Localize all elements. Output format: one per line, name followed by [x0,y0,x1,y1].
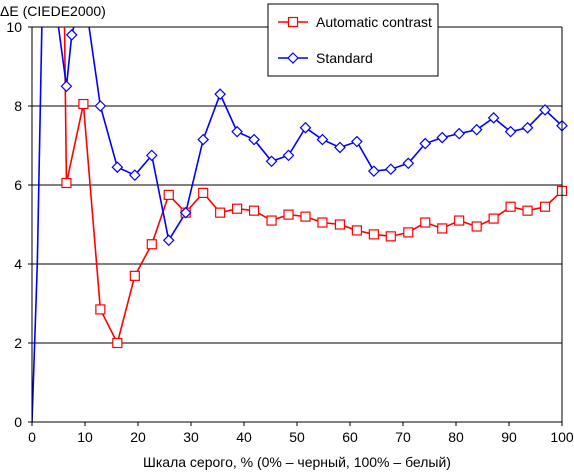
series-2-point-22 [351,135,363,148]
y-tick-label-0: 0 [14,414,22,430]
series-2-point-30 [487,112,500,124]
x-tick-label-70: 70 [395,429,411,445]
legend: Automatic contrast Standard [267,3,439,77]
x-tick-label-10: 10 [77,429,93,445]
series-2-point-24 [384,163,397,176]
axes [28,26,563,426]
x-tick-label-100: 100 [550,429,574,445]
series-1-point-25 [471,221,482,232]
series-1-point-24 [454,215,465,226]
x-axis-title: Шкала серого, % (0% – черный, 100% – бел… [143,454,451,470]
x-tick-label-20: 20 [130,429,146,445]
series-2-point-16 [248,133,260,146]
x-tick-label-50: 50 [289,429,305,445]
series-1-point-20 [385,231,396,242]
series-1-point-11 [232,203,243,214]
series-1-point-2 [78,98,89,110]
series-1-point-1 [61,177,72,189]
series-1-point-12 [248,205,260,216]
x-tick-label-30: 30 [183,429,199,445]
series-2-point-29 [470,123,483,136]
series-2-point-8 [111,161,124,174]
series-1-point-23 [437,223,448,234]
series-2-point-15 [231,125,243,138]
series-1-point-27 [505,201,516,212]
y-tick-label-6: 6 [14,177,22,193]
series-2-point-17 [265,155,278,168]
series-2-point-26 [419,137,432,150]
x-tick-label-60: 60 [342,429,358,445]
series-2-point-14 [214,88,226,100]
series-2-point-31 [504,125,517,138]
x-tick-label-80: 80 [448,429,464,445]
series-2-point-23 [368,165,380,178]
series-1-point-16 [317,217,328,228]
series-1-point-28 [522,205,533,216]
series-1-point-18 [351,225,362,236]
series-2-point-21 [334,141,346,154]
y-tick-label-2: 2 [14,335,22,351]
series-2-point-10 [145,149,158,162]
series-2-point-33 [539,104,551,116]
series-1-point-17 [334,219,346,230]
series-2-point-28 [453,127,466,140]
series-1-point-15 [300,211,311,222]
series-1-point-13 [266,215,277,226]
legend-marker-1 [287,16,299,28]
series-1-point-10 [215,207,226,218]
series-2-point-19 [299,121,312,134]
series-1-point-6 [146,239,157,250]
series-2-point-25 [402,157,415,170]
series-2-point-12 [179,206,192,219]
x-tick-label-40: 40 [236,429,252,445]
series-2-point-11 [162,234,175,247]
series-2-point-9 [128,169,141,181]
series-1-point-19 [368,229,379,240]
series-2-point-20 [316,133,329,146]
series-1-point-3 [95,304,106,315]
y-axis-title: ΔE (CIEDE2000) [0,3,106,19]
series-1-point-21 [403,227,414,238]
y-tick-label-10: 10 [6,19,22,35]
series-1-point-7 [163,189,174,200]
x-tick-label-0: 0 [28,429,36,445]
series-1-point-9 [198,187,209,198]
series-1-point-5 [129,270,140,281]
series-1-point-26 [488,213,499,224]
y-tick-label-8: 8 [14,98,22,114]
series-2-point-13 [197,133,210,146]
legend-label-2: Standard [316,50,373,66]
series-2-point-4 [60,80,73,93]
markers-layer [60,29,568,349]
series-1-point-29 [539,201,551,212]
series-2-point-18 [282,149,295,162]
series-2-point-5 [65,29,78,41]
series-2-point-7 [94,100,107,112]
x-tick-label-90: 90 [501,429,517,445]
series-1-point-14 [283,209,294,220]
series-2-point-27 [436,131,449,144]
series-1-point-4 [112,337,123,349]
legend-box [267,3,439,77]
legend-label-1: Automatic contrast [316,14,432,30]
series-1-point-22 [420,217,431,228]
legend-marker-2 [287,52,299,64]
y-tick-label-4: 4 [14,256,22,272]
series-2-point-32 [521,121,534,134]
